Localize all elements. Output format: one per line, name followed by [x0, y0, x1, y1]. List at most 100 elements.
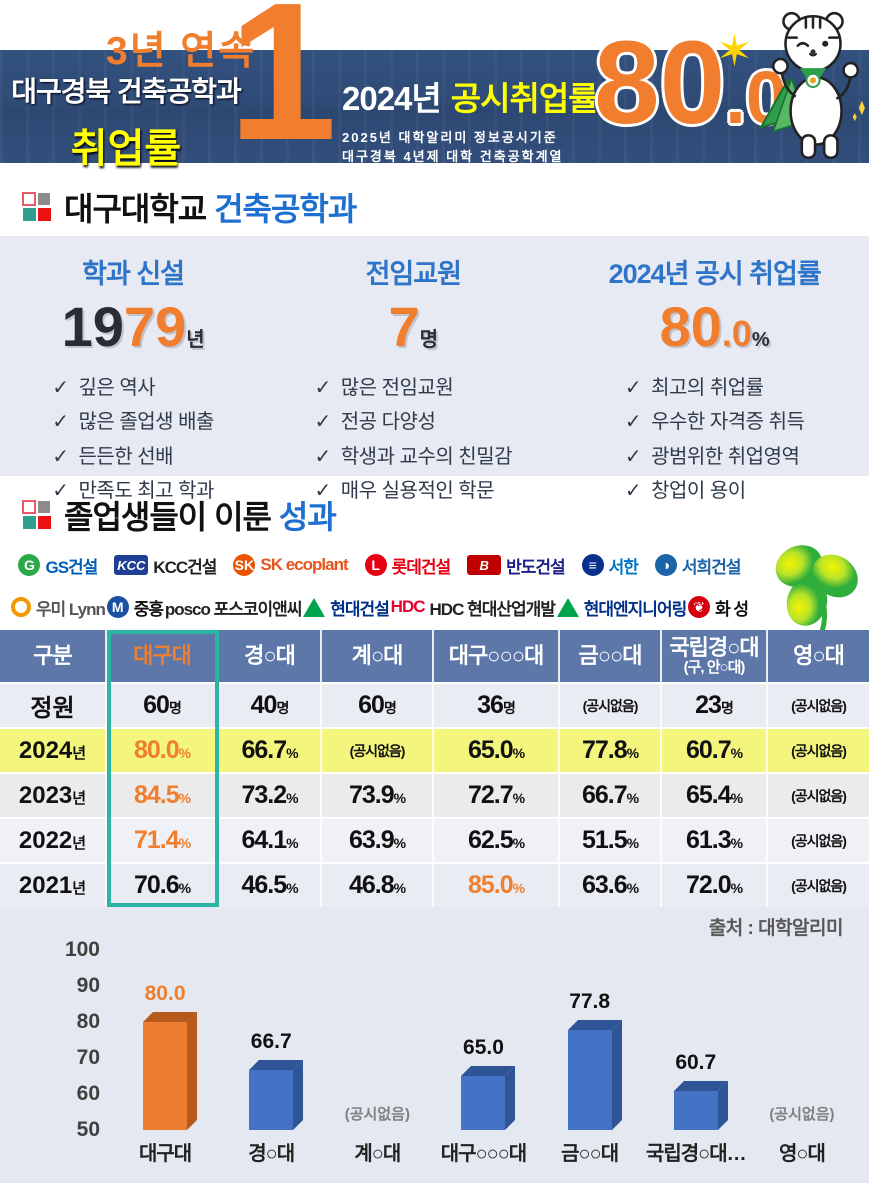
- stat-founded: 학과 신설 1979년 깊은 역사 많은 졸업생 배출 든든한 선배 만족도 최…: [10, 252, 256, 509]
- section-univ-title: 대구대학교 건축공학과: [0, 184, 869, 230]
- no-data-label: (공시없음): [769, 1106, 835, 1123]
- tiger-mascot-icon: [758, 11, 865, 160]
- y-axis-tick: 70: [76, 1046, 100, 1069]
- logo-mark-icon: B: [467, 555, 502, 575]
- logo-mark-icon: [10, 597, 31, 617]
- logo-label: 우미 Lynn: [35, 599, 106, 619]
- x-axis-label: 경○대: [248, 1143, 295, 1165]
- chart-bar-column: (공시없음): [324, 950, 430, 1130]
- table-cell: 71.4%: [107, 819, 219, 862]
- results-title-main: 졸업생들이 이룬: [64, 499, 272, 535]
- chart-bar-column: 66.7: [218, 950, 324, 1130]
- table-cell: 60.7%: [662, 729, 768, 772]
- bar: [567, 1020, 622, 1130]
- table-row: 2022년 71.4% 64.1% 63.9% 62.5% 51.5% 61.3% (공시없음…: [0, 817, 869, 862]
- banner-note1: 2025년 대학알리미 정보공시기준: [342, 130, 558, 145]
- chart-x-labels: 대구대 경○대 계○대 대구○○○대 금○○대 국립경○대… 영○대: [112, 1137, 855, 1166]
- sparkle-icon: ✶: [716, 27, 753, 76]
- logo-mark-icon: [556, 597, 579, 617]
- table-cell: 60명: [107, 684, 219, 727]
- table-cell: (공시없음): [322, 729, 434, 772]
- table-column-header: 경○대: [219, 630, 322, 682]
- row-label: 2021년: [0, 864, 107, 907]
- table-cell: 23명: [662, 684, 768, 727]
- x-axis-label: 계○대: [354, 1143, 401, 1165]
- table-cell: (공시없음): [791, 697, 847, 714]
- clover-icon: [775, 545, 858, 636]
- table-column-header: 금○○대: [560, 630, 662, 682]
- employment-bar-chart: 80.0 66.7 (공시없음) 65.0 77.8 60.7 (공시없음) 대구대 경○대 계…: [0, 938, 869, 1178]
- stat-founded-title: 학과 신설: [82, 259, 185, 289]
- logo-label: GS건설: [45, 557, 98, 577]
- logo-mark-icon: ❦: [688, 596, 711, 618]
- table-cell: 73.2%: [219, 774, 322, 817]
- stat-employment-title: 2024년 공시 취업률: [608, 259, 822, 289]
- logo-label: SK ecoplant: [260, 555, 348, 574]
- table-cell: 64.1%: [219, 819, 322, 862]
- y-axis-tick: 50: [76, 1118, 100, 1141]
- table-cell: 63.9%: [322, 819, 434, 862]
- table-cell: 73.9%: [322, 774, 434, 817]
- table-cell: 62.5%: [434, 819, 560, 862]
- table-column-header: 구분: [0, 630, 107, 682]
- logo-mark-icon: ◑: [654, 554, 677, 576]
- table-row: 2024년 80.0% 66.7% (공시없음) 65.0% 77.8% 60.7% (공시없…: [0, 727, 869, 772]
- results-title-sub: 성과: [278, 499, 337, 535]
- table-column-header: 영○대: [793, 642, 845, 668]
- table-column-header: 계○대: [322, 630, 434, 682]
- table-cell: 66.7%: [560, 774, 662, 817]
- partner-logos-row2: 우미 Lynn M 중흥 posco 포스코이앤씨 현대건설 HDC HDC 현대산업개발 현…: [10, 586, 749, 628]
- row-label: 2022년: [0, 819, 107, 862]
- table-cell: 80.0%: [107, 729, 219, 772]
- partner-logo: HDC HDC 현대산업개발: [390, 595, 556, 620]
- logo-label: posco 포스코이앤씨: [164, 599, 303, 619]
- partner-logo: B 반도건설: [459, 553, 574, 578]
- logo-label: 현대엔지니어링: [583, 599, 687, 619]
- table-row: 정원 60명 40명 60명 36명 (공시없음) 23명 (공시없음): [0, 682, 869, 727]
- banner-dept-label: 취업률: [70, 127, 182, 171]
- table-column-header: 국립경○대 (구, 안○대): [662, 630, 768, 682]
- table-cell: 65.0%: [434, 729, 560, 772]
- logo-mark-icon: KCC: [114, 555, 149, 575]
- chart-section: 출처 : 대학알리미 80.0 66.7 (공시없음) 65.0 77.8 60.7 (공시…: [0, 907, 869, 1183]
- streak-label: 3년 연속: [106, 30, 257, 73]
- logo-label: KCC건설: [153, 557, 217, 577]
- table-cell: 66.7%: [219, 729, 322, 772]
- bar-value-label: 80.0: [144, 982, 186, 1005]
- table-cell: 77.8%: [560, 729, 662, 772]
- section-results-title: 졸업생들이 이룬 성과: [0, 492, 869, 538]
- stat-founded-checklist: 깊은 역사 많은 졸업생 배출 든든한 선배 만족도 최고 학과: [52, 371, 215, 509]
- partner-logo: ❦ 화 성: [687, 595, 749, 620]
- chart-bar-column: 60.7: [643, 950, 749, 1130]
- bar-value-label: 65.0: [463, 1036, 504, 1059]
- logo-mark-icon: M: [106, 596, 129, 618]
- logo-mark-icon: G: [18, 554, 41, 576]
- table-cell: (공시없음): [791, 832, 847, 849]
- partner-logo: 우미 Lynn: [10, 595, 106, 620]
- table-cell: (공시없음): [791, 787, 847, 804]
- partner-logo: 현대건설: [302, 595, 390, 620]
- banner-dept: 대구경북 건축공학과: [11, 76, 242, 107]
- partner-logos-row1: G GS건설 KCC KCC건설 SK SK ecoplant L 롯데건설 B 반도건설 ≡ 서한 ◑…: [10, 544, 749, 586]
- table-cell: 84.5%: [107, 774, 219, 817]
- logo-mark-icon: [303, 597, 326, 617]
- table-cell: (공시없음): [560, 684, 662, 727]
- bar: [249, 1060, 304, 1130]
- x-axis-label: 대구○○○대: [440, 1143, 527, 1165]
- logo-label: 반도건설: [506, 557, 566, 577]
- table-cell: 51.5%: [560, 819, 662, 862]
- squares-logo-icon: [22, 192, 51, 221]
- bar-value-label: 66.7: [250, 1030, 292, 1053]
- partner-logo: M 중흥: [106, 595, 164, 620]
- bar: [143, 1012, 198, 1130]
- logo-label: 중흥: [133, 599, 164, 619]
- partner-logo: SK SK ecoplant: [225, 554, 356, 576]
- banner-note2: 대구경북 4년제 대학 건축공학계열: [342, 148, 564, 164]
- y-axis-tick: 60: [76, 1082, 100, 1105]
- logo-mark-icon: SK: [233, 554, 256, 576]
- partner-logos: G GS건설 KCC KCC건설 SK SK ecoplant L 롯데건설 B 반도건설 ≡ 서한 ◑…: [0, 538, 869, 636]
- bar: [673, 1081, 728, 1130]
- logo-label: 화 성: [715, 599, 749, 619]
- y-axis-tick: 80: [76, 1010, 100, 1033]
- table-cell: 36명: [434, 684, 560, 727]
